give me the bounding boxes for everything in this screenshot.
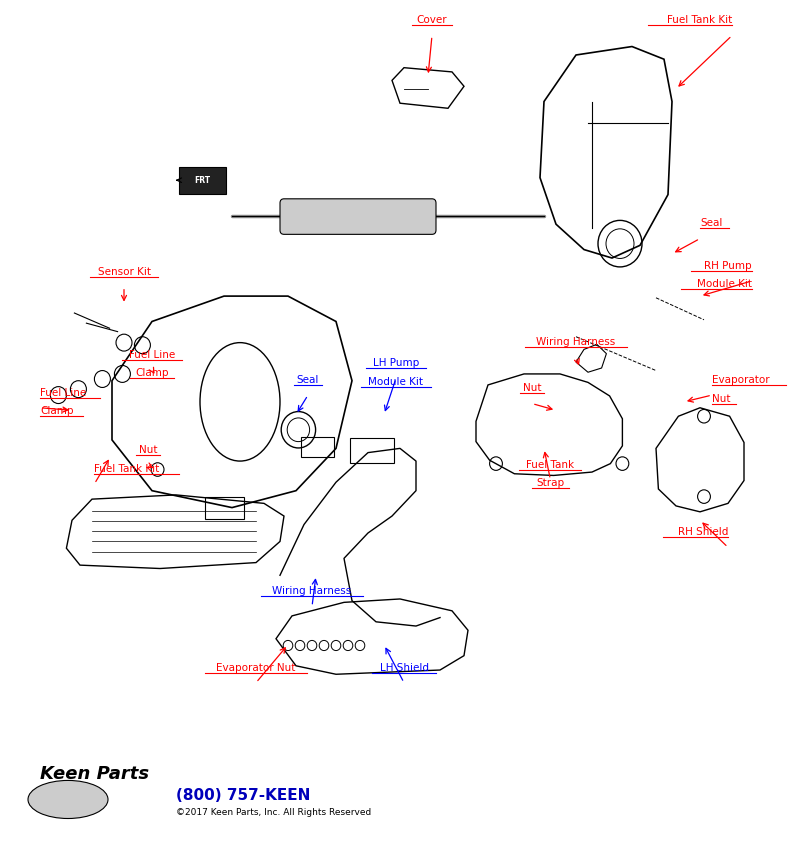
Text: Seal: Seal [700, 218, 722, 228]
Text: FRT: FRT [194, 176, 210, 184]
Text: Fuel Tank: Fuel Tank [526, 459, 574, 470]
Text: Clamp: Clamp [40, 406, 74, 416]
Text: Fuel Line: Fuel Line [129, 349, 175, 360]
Text: Wiring Harness: Wiring Harness [272, 586, 352, 596]
Text: Nut: Nut [522, 383, 542, 393]
Text: Nut: Nut [138, 445, 158, 455]
Text: Seal: Seal [297, 375, 319, 385]
Text: Keen Parts: Keen Parts [40, 765, 149, 783]
Text: Strap: Strap [536, 478, 565, 488]
Text: Module Kit: Module Kit [369, 376, 423, 387]
Text: Cover: Cover [417, 15, 447, 25]
Text: Wiring Harness: Wiring Harness [536, 337, 616, 347]
Text: LH Pump: LH Pump [373, 358, 419, 368]
Text: Sensor Kit: Sensor Kit [98, 266, 150, 277]
Ellipse shape [28, 780, 108, 819]
Text: LH Shield: LH Shield [379, 662, 429, 673]
Text: (800) 757-KEEN: (800) 757-KEEN [176, 788, 310, 803]
Text: Fuel Tank Kit: Fuel Tank Kit [666, 15, 732, 25]
FancyBboxPatch shape [280, 199, 436, 234]
Text: Evaporator Nut: Evaporator Nut [216, 662, 296, 673]
Text: Module Kit: Module Kit [697, 279, 752, 289]
Text: ©2017 Keen Parts, Inc. All Rights Reserved: ©2017 Keen Parts, Inc. All Rights Reserv… [176, 808, 371, 816]
Text: Nut: Nut [712, 393, 730, 404]
Text: Fuel Line: Fuel Line [40, 387, 86, 398]
Text: Fuel Tank Kit: Fuel Tank Kit [94, 464, 160, 474]
Text: RH Pump: RH Pump [704, 261, 752, 271]
Text: Clamp: Clamp [135, 368, 169, 378]
FancyBboxPatch shape [179, 167, 226, 194]
Text: RH Shield: RH Shield [678, 527, 728, 537]
Text: Evaporator: Evaporator [712, 375, 770, 385]
